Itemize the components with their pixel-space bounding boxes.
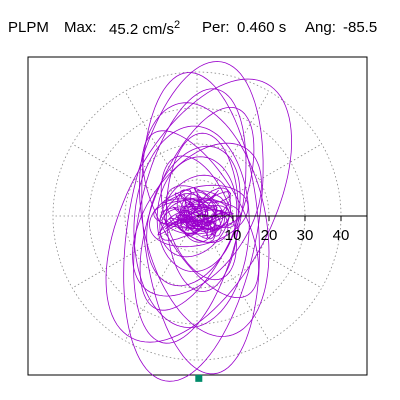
motion-loop-9 (165, 132, 239, 293)
period-label: Per: (202, 19, 230, 36)
radial-tick-label-20: 20 (261, 227, 278, 244)
motion-loop-13 (149, 184, 249, 248)
motion-loop-3 (133, 88, 247, 344)
max-unit-exponent: 2 (174, 19, 181, 31)
max-marker-layer (195, 374, 203, 382)
radial-tick-label-40: 40 (333, 227, 350, 244)
motion-loop-2 (105, 78, 293, 343)
radial-tick-label-10: 10 (225, 227, 242, 244)
radial-axis: 10 20 30 40 (197, 215, 367, 244)
motion-loop-4 (138, 102, 270, 337)
motion-loop-8 (132, 142, 262, 297)
motion-loop-17 (179, 191, 217, 243)
period-value: 0.460 s (237, 19, 287, 36)
grid-spoke-150 (72, 143, 198, 217)
max-amplitude-marker (195, 374, 203, 382)
max-label: Max: (64, 19, 97, 36)
grid-spoke-210 (72, 215, 198, 289)
grid-spoke-120 (124, 91, 198, 217)
chart-header: PLPM Max: 45.2 cm/s2 Per: 0.460 s Ang: -… (0, 0, 400, 48)
motion-loop-14 (159, 174, 232, 258)
motion-core (157, 187, 235, 243)
motion-loop-10 (146, 145, 241, 287)
max-value-text: 45.2 cm/s (109, 21, 175, 38)
motion-loop-0 (123, 61, 264, 382)
motion-trace (105, 61, 293, 382)
max-value: 45.2 cm/s2 (109, 19, 180, 38)
station-code: PLPM (8, 19, 49, 36)
motion-loop-11 (160, 155, 237, 281)
angle-value: -85.5 (343, 19, 378, 36)
motion-loop-1 (141, 72, 260, 375)
grid-spoke-300 (196, 215, 270, 341)
motion-loop-7 (142, 130, 260, 299)
angle-label: Ang: (305, 19, 336, 36)
radial-tick-label-30: 30 (297, 227, 314, 244)
